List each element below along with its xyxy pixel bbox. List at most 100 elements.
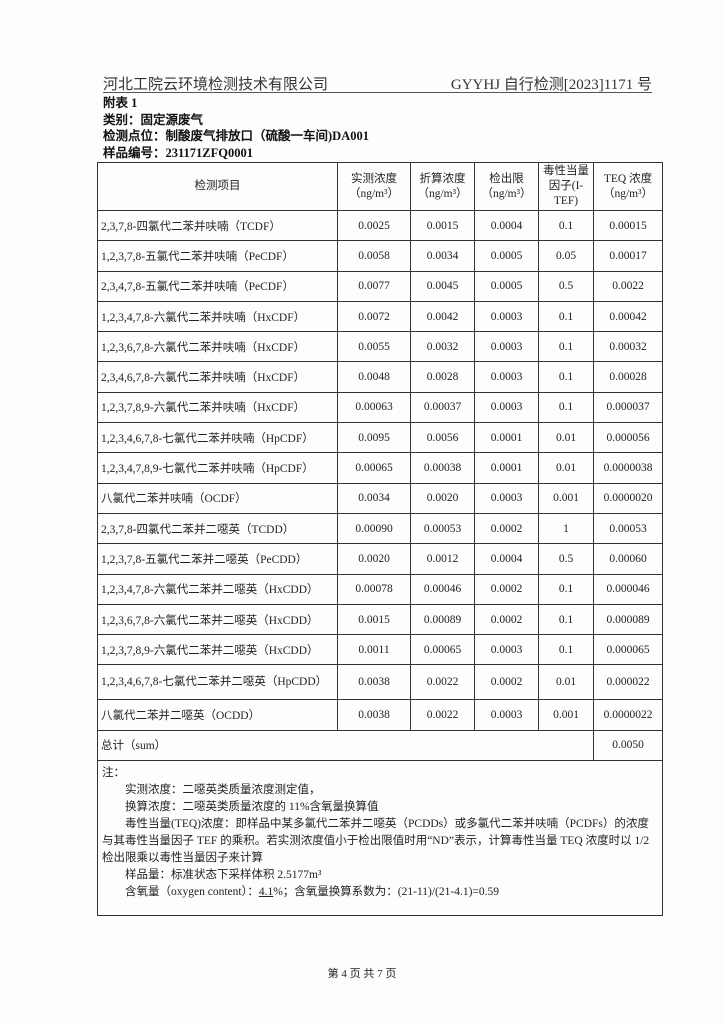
col-converted-cell: 0.0012 — [410, 543, 475, 575]
col-teq-cell: 0.0000038 — [593, 452, 663, 484]
col-teq-cell: 0.000046 — [593, 573, 663, 605]
col-item-cell: 1,2,3,6,7,8-六氯代二苯并二噁英（HxCDD） — [97, 603, 338, 636]
page-number: 第 4 页 共 7 页 — [327, 968, 397, 980]
col-detection-limit-cell: 0.0005 — [474, 270, 539, 302]
col-tef-cell: 0.1 — [538, 361, 594, 393]
col-item-cell: 1,2,3,4,6,7,8-七氯代二苯并呋喃（HpCDF） — [97, 422, 338, 454]
col-measured-cell: 0.0048 — [337, 361, 411, 393]
col-detection-limit-cell: 0.0003 — [474, 482, 539, 514]
table-row: 2,3,7,8-四氯代二苯并呋喃（TCDF） 0.0025 0.0015 0.0004… — [97, 209, 663, 242]
col-teq-cell: 0.000022 — [593, 664, 663, 701]
col-converted-cell: 0.0042 — [410, 300, 475, 333]
col-detection-limit-cell: 0.0004 — [474, 543, 539, 575]
col-detection-limit-cell: 0.0003 — [474, 361, 539, 393]
table-header-row: 检测项目 实测浓度（ng/m³） 折算浓度（ng/m³） 检出限（ng/m³） 毒性当量… — [97, 162, 663, 211]
col-converted-cell: 0.0020 — [410, 482, 475, 514]
page-header: 河北工院云环境检测技术有限公司 GYYHJ 自行检测[2023]1171 号 — [103, 73, 652, 93]
col-item-cell: 2,3,7,8-四氯代二苯并二噁英（TCDD） — [97, 512, 338, 545]
note-line: 含氧量（oxygen content）：4.1%；含氧量换算系数为：(21-11… — [102, 884, 658, 901]
col-measured-cell: 0.0034 — [337, 482, 411, 514]
col-measured-cell: 0.0055 — [337, 331, 411, 363]
col-tef-cell: 0.01 — [538, 422, 594, 454]
col-measured-cell: 0.0058 — [337, 240, 411, 272]
col-converted-cell: 0.00037 — [410, 391, 475, 424]
sample-meta: 附表 1 类别：固定源废气 检测点位：制酸废气排放口（硫酸一车间)DA001 样… — [103, 95, 369, 161]
total-row: 总计（sum） 0.0050 — [97, 729, 663, 762]
col-detection-limit-cell: 0.0005 — [474, 240, 539, 272]
col-item-cell: 2,3,4,6,7,8-六氯代二苯并呋喃（HxCDF） — [97, 361, 338, 393]
table-row: 1,2,3,4,6,7,8-七氯代二苯并二噁英（HpCDD） 0.0038 0.00… — [97, 664, 663, 701]
col-tef-cell: 0.1 — [538, 209, 594, 242]
col-measured: 实测浓度（ng/m³） — [337, 162, 411, 211]
col-item: 检测项目 — [97, 162, 338, 211]
table-row: 1,2,3,4,7,8,9-七氯代二苯并呋喃（HpCDF） 0.00065 0.00… — [97, 452, 663, 484]
col-teq-cell: 0.00060 — [593, 543, 663, 575]
col-teq-cell: 0.00015 — [593, 209, 663, 242]
col-detection-limit-cell: 0.0003 — [474, 300, 539, 333]
company-name: 河北工院云环境检测技术有限公司 — [103, 77, 329, 93]
col-teq-cell: 0.000065 — [593, 634, 663, 666]
col-tef-cell: 0.05 — [538, 240, 594, 272]
col-tef-cell: 0.001 — [538, 699, 594, 731]
table-row: 1,2,3,7,8-五氯代二苯并呋喃（PeCDF） 0.0058 0.0034 0.0… — [97, 240, 663, 272]
col-item-cell: 1,2,3,7,8-五氯代二苯并二噁英（PeCDD） — [97, 543, 338, 575]
col-teq-cell: 0.00042 — [593, 300, 663, 333]
col-converted-cell: 0.0022 — [410, 699, 475, 731]
col-detection-limit-cell: 0.0002 — [474, 573, 539, 605]
col-converted-cell: 0.00089 — [410, 603, 475, 636]
col-teq-cell: 0.000037 — [593, 391, 663, 424]
table-row: 2,3,4,6,7,8-六氯代二苯并呋喃（HxCDF） 0.0048 0.0028 0… — [97, 361, 663, 393]
col-tef-cell: 0.1 — [538, 634, 594, 666]
notes-row: 注： 实测浓度：二噁英类质量浓度测定值， 换算浓度：二噁英类质量浓度的 11%含氧量… — [97, 760, 663, 917]
col-detection-limit-cell: 0.0002 — [474, 603, 539, 636]
notes: 注： 实测浓度：二噁英类质量浓度测定值， 换算浓度：二噁英类质量浓度的 11%含氧量… — [97, 760, 663, 917]
total-label: 总计（sum） — [97, 729, 594, 762]
note-line: 样品量：标准状态下采样体积 2.5177m³ — [125, 869, 322, 882]
col-converted: 折算浓度（ng/m³） — [410, 162, 475, 211]
col-teq-cell: 0.00032 — [593, 331, 663, 363]
col-item-cell: 1,2,3,4,6,7,8-七氯代二苯并二噁英（HpCDD） — [97, 664, 338, 701]
col-measured-cell: 0.0095 — [337, 422, 411, 454]
col-tef-cell: 0.1 — [538, 331, 594, 363]
col-detection-limit-cell: 0.0003 — [474, 634, 539, 666]
appendix-title: 附表 1 — [103, 96, 138, 110]
col-teq-cell: 0.000056 — [593, 422, 663, 454]
table-row: 1,2,3,4,7,8-六氯代二苯并二噁英（HxCDD） 0.00078 0.000… — [97, 573, 663, 605]
col-detection-limit-cell: 0.0004 — [474, 209, 539, 242]
col-converted-cell: 0.00046 — [410, 573, 475, 605]
table-row: 2,3,4,7,8-五氯代二苯并呋喃（PeCDF） 0.0077 0.0045 0.0… — [97, 270, 663, 302]
col-measured-cell: 0.0025 — [337, 209, 411, 242]
col-item-cell: 1,2,3,6,7,8-六氯代二苯并呋喃（HxCDF） — [97, 331, 338, 363]
sample-number: 样品编号：231171ZFQ0001 — [103, 145, 254, 160]
col-tef-cell: 0.1 — [538, 573, 594, 605]
table-row: 2,3,7,8-四氯代二苯并二噁英（TCDD） 0.00090 0.00053 0.0… — [97, 512, 663, 545]
col-measured-cell: 0.0038 — [337, 699, 411, 731]
note-line: 实测浓度：二噁英类质量浓度测定值， — [125, 784, 321, 797]
col-teq-cell: 0.00017 — [593, 240, 663, 272]
col-measured-cell: 0.0072 — [337, 300, 411, 333]
col-converted-cell: 0.00053 — [410, 512, 475, 545]
oxygen-label: 含氧量（oxygen content）： — [125, 886, 259, 899]
col-measured-cell: 0.0020 — [337, 543, 411, 575]
col-measured-cell: 0.00065 — [337, 452, 411, 484]
note-line: 换算浓度：二噁英类质量浓度的 11%含氧量换算值 — [125, 801, 379, 814]
col-item-cell: 1,2,3,4,7,8,9-七氯代二苯并呋喃（HpCDF） — [97, 452, 338, 484]
results-table: 检测项目 实测浓度（ng/m³） 折算浓度（ng/m³） 检出限（ng/m³） 毒性当量… — [97, 162, 663, 917]
col-tef-cell: 0.01 — [538, 452, 594, 484]
category: 类别：固定源废气 — [103, 112, 204, 127]
table-row: 八氯代二苯并呋喃（OCDF） 0.0034 0.0020 0.0003 0.001 0.0… — [97, 482, 663, 514]
col-measured-cell: 0.0015 — [337, 603, 411, 636]
location: 检测点位：制酸废气排放口（硫酸一车间)DA001 — [103, 129, 369, 143]
col-converted-cell: 0.00038 — [410, 452, 475, 484]
col-detection-limit-cell: 0.0003 — [474, 699, 539, 731]
report-number: GYYHJ 自行检测[2023]1171 号 — [450, 77, 652, 93]
col-converted-cell: 0.0034 — [410, 240, 475, 272]
note-line: 毒性当量(TEQ)浓度：即样品中某多氯代二苯并二噁英（PCDDs）或多氯代二苯并… — [102, 818, 650, 865]
col-detection-limit-cell: 0.0003 — [474, 391, 539, 424]
col-detection-limit-cell: 0.0002 — [474, 664, 539, 701]
col-teq-cell: 0.0022 — [593, 270, 663, 302]
col-detection-limit: 检出限（ng/m³） — [474, 162, 539, 211]
col-converted-cell: 0.00065 — [410, 634, 475, 666]
col-tef-cell: 0.1 — [538, 300, 594, 333]
table-row: 1,2,3,7,8,9-六氯代二苯并呋喃（HxCDF） 0.00063 0.0003… — [97, 391, 663, 424]
